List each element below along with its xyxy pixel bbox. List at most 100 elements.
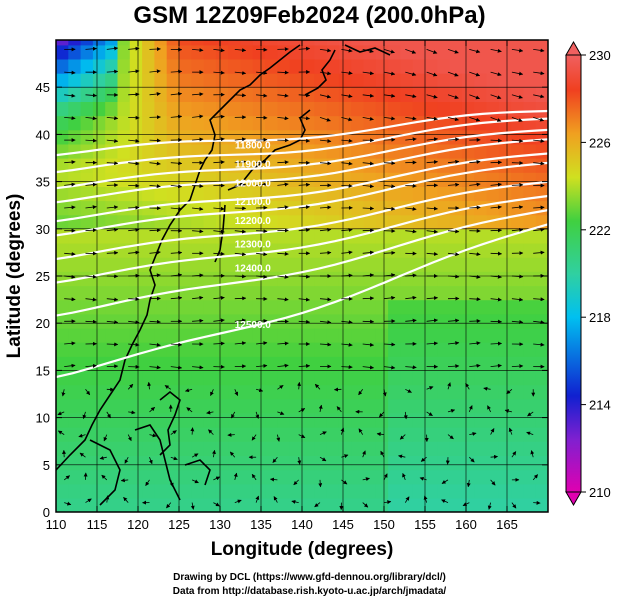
wind-arrow [233, 472, 238, 481]
wind-arrow [511, 94, 523, 99]
wind-arrow [383, 49, 395, 54]
temperature-cell [486, 299, 500, 315]
temperature-cell [191, 257, 205, 272]
temperature-cell [68, 455, 82, 471]
temperature-cell [166, 129, 180, 145]
temperature-cell [215, 172, 229, 187]
temperature-cell [92, 143, 106, 159]
temperature-cell [535, 285, 548, 301]
temperature-cell [265, 483, 278, 499]
temperature-cell [449, 398, 463, 414]
wind-arrow [213, 137, 225, 142]
temperature-cell [400, 356, 414, 371]
temperature-cell [179, 483, 192, 499]
temperature-cell [191, 427, 205, 442]
temperature-cell [461, 115, 475, 131]
wind-arrow [277, 384, 284, 390]
wind-arrow [362, 228, 375, 233]
temperature-cell [425, 384, 438, 400]
wind-arrow [469, 182, 481, 187]
wind-arrow [362, 296, 375, 301]
temperature-cell [92, 228, 106, 244]
wind-arrow [426, 411, 433, 417]
wind-arrow [170, 250, 183, 255]
wind-arrow [234, 499, 242, 504]
wind-arrow [319, 297, 332, 302]
temperature-cell [240, 455, 254, 471]
wind-arrow [469, 94, 480, 100]
temperature-cell [437, 87, 451, 102]
temperature-cell [265, 115, 278, 131]
temperature-cell [388, 172, 401, 187]
temperature-cell [535, 87, 548, 102]
temperature-cell [363, 257, 377, 272]
temperature-cell [68, 285, 82, 301]
wind-arrow [447, 182, 460, 187]
wind-arrow [127, 383, 134, 390]
wind-arrow [64, 70, 76, 75]
wind-arrow [277, 297, 289, 302]
temperature-cell [302, 73, 315, 88]
wind-arrow [426, 386, 434, 390]
temperature-cell [326, 87, 340, 102]
temperature-cell [461, 441, 475, 456]
temperature-cell [228, 469, 242, 485]
temperature-cell [56, 200, 69, 216]
wind-arrow [255, 411, 260, 419]
temperature-cell [179, 412, 192, 428]
temperature-cell [511, 87, 524, 102]
temperature-cell [461, 497, 475, 512]
temperature-cell [338, 172, 352, 187]
temperature-cell [351, 73, 365, 88]
temperature-cell [302, 271, 315, 287]
wind-arrow [277, 411, 285, 415]
temperature-cell [535, 257, 548, 272]
temperature-cell [265, 469, 278, 485]
wind-arrow [82, 411, 87, 419]
wind-arrow [106, 364, 119, 369]
wind-arrow [447, 71, 459, 77]
temperature-cell [203, 497, 217, 512]
temperature-cell [203, 115, 217, 131]
temperature-cell [461, 101, 475, 117]
temperature-cell [498, 469, 512, 485]
temperature-cell [80, 455, 94, 471]
temperature-cell [523, 497, 537, 512]
temperature-cell [486, 441, 500, 456]
wind-arrow [213, 206, 225, 211]
temperature-cell [215, 412, 229, 428]
temperature-cell [523, 483, 537, 499]
temperature-cell [425, 243, 438, 258]
wind-arrow [362, 502, 369, 508]
temperature-cell [486, 271, 500, 287]
wind-arrow [251, 434, 257, 441]
temperature-cell [289, 370, 303, 386]
wind-arrow [383, 137, 396, 142]
temperature-cell [338, 243, 352, 258]
temperature-cell [314, 243, 328, 258]
wind-arrow [234, 159, 247, 164]
colorbar-tick-label: 210 [589, 485, 611, 500]
temperature-cell [363, 44, 377, 60]
temperature-cell [523, 58, 537, 74]
temperature-cell [326, 483, 340, 499]
temperature-cell [523, 342, 537, 357]
temperature-cell [351, 455, 365, 471]
temperature-cell [215, 384, 229, 400]
temperature-cell [461, 58, 475, 74]
wind-arrow [511, 205, 524, 210]
temperature-cell [252, 327, 266, 343]
wind-arrow [149, 47, 161, 52]
temperature-cell [535, 58, 548, 74]
temperature-cell [154, 412, 168, 428]
temperature-cell [400, 186, 414, 202]
wind-arrow [255, 495, 260, 503]
wind-arrow [362, 71, 374, 76]
temperature-cell [326, 356, 340, 371]
temperature-cell [265, 497, 278, 512]
temperature-cell [375, 101, 389, 117]
temperature-cell [511, 370, 524, 386]
temperature-cell [117, 214, 131, 230]
temperature-cell [425, 58, 438, 74]
temperature-cell [437, 44, 451, 60]
